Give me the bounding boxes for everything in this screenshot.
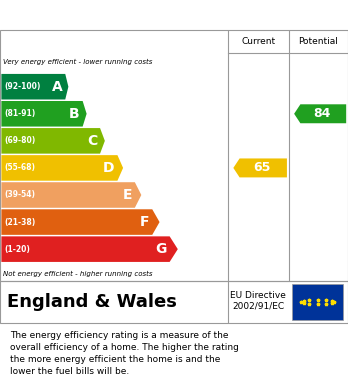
Text: (21-38): (21-38) bbox=[4, 217, 35, 226]
Text: B: B bbox=[69, 107, 80, 121]
Polygon shape bbox=[1, 209, 159, 235]
Text: A: A bbox=[52, 80, 63, 94]
Text: (69-80): (69-80) bbox=[4, 136, 35, 145]
Text: D: D bbox=[103, 161, 115, 175]
Text: G: G bbox=[156, 242, 167, 256]
Polygon shape bbox=[1, 236, 178, 262]
Text: England & Wales: England & Wales bbox=[7, 293, 177, 311]
Text: (92-100): (92-100) bbox=[4, 82, 41, 91]
Polygon shape bbox=[1, 155, 123, 181]
Polygon shape bbox=[294, 104, 346, 123]
Bar bbox=[292, 284, 343, 319]
Text: 65: 65 bbox=[253, 161, 270, 174]
Text: F: F bbox=[140, 215, 149, 229]
Text: E: E bbox=[122, 188, 132, 202]
Polygon shape bbox=[1, 101, 87, 127]
Text: EU Directive
2002/91/EC: EU Directive 2002/91/EC bbox=[230, 291, 286, 311]
Polygon shape bbox=[233, 158, 287, 178]
Text: Current: Current bbox=[241, 37, 276, 46]
Text: The energy efficiency rating is a measure of the
overall efficiency of a home. T: The energy efficiency rating is a measur… bbox=[10, 331, 239, 376]
Text: Energy Efficiency Rating: Energy Efficiency Rating bbox=[69, 7, 279, 23]
Text: (55-68): (55-68) bbox=[4, 163, 35, 172]
Text: (81-91): (81-91) bbox=[4, 109, 35, 118]
Text: C: C bbox=[87, 134, 97, 148]
Text: (1-20): (1-20) bbox=[4, 245, 30, 254]
Text: Potential: Potential bbox=[299, 37, 338, 46]
Polygon shape bbox=[1, 74, 68, 99]
Text: Not energy efficient - higher running costs: Not energy efficient - higher running co… bbox=[3, 271, 152, 277]
Text: (39-54): (39-54) bbox=[4, 190, 35, 199]
Polygon shape bbox=[1, 128, 105, 154]
Text: Very energy efficient - lower running costs: Very energy efficient - lower running co… bbox=[3, 59, 152, 65]
Text: 84: 84 bbox=[313, 107, 331, 120]
Polygon shape bbox=[1, 182, 141, 208]
